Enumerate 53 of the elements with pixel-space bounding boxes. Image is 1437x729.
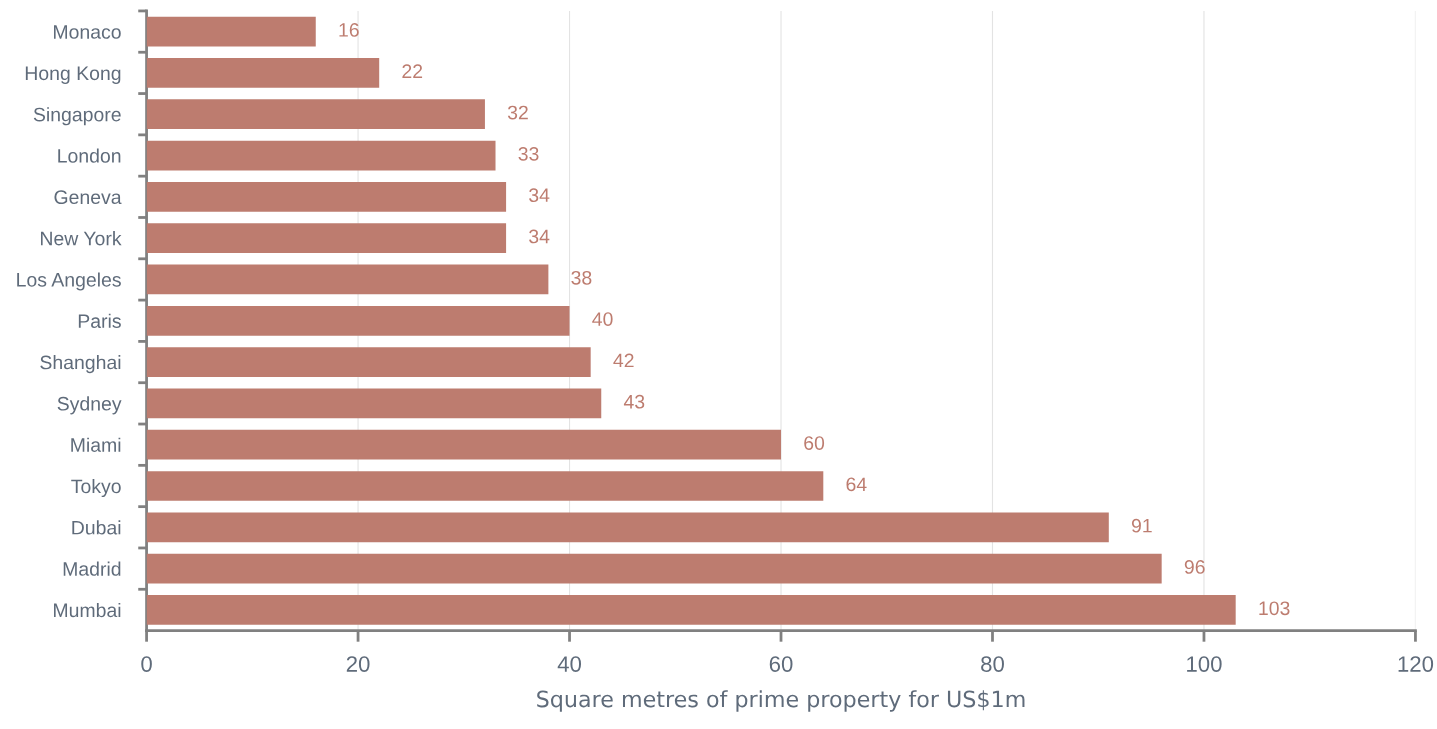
data-label: 60 xyxy=(804,436,825,450)
bar xyxy=(146,595,1236,625)
bar xyxy=(146,99,485,130)
bar xyxy=(146,181,507,212)
x-tick-label: 80 xyxy=(981,656,1004,672)
x-tick-label: 60 xyxy=(769,656,793,672)
y-tick-label: Paris xyxy=(78,313,121,328)
bar xyxy=(146,305,570,336)
bar xyxy=(146,223,507,254)
data-label: 38 xyxy=(571,270,592,285)
bar xyxy=(146,471,824,501)
data-label: 96 xyxy=(1184,560,1205,574)
data-label: 42 xyxy=(613,353,634,368)
bar xyxy=(146,347,591,377)
data-label: 103 xyxy=(1259,601,1290,616)
x-axis-title: Square metres of prime property for US$1m xyxy=(537,690,1025,712)
x-tick-label: 40 xyxy=(557,656,582,672)
y-tick-label: Sydney xyxy=(57,396,122,415)
y-tick-label: Mumbai xyxy=(54,602,121,618)
bar xyxy=(146,553,1162,584)
y-tick-label: Dubai xyxy=(72,520,121,535)
y-tick-label: Miami xyxy=(71,437,121,452)
bar xyxy=(146,140,496,171)
x-tick-label: 100 xyxy=(1187,656,1222,672)
bar xyxy=(146,388,602,419)
data-label: 64 xyxy=(846,477,867,492)
y-tick-label: London xyxy=(58,148,121,163)
data-label: 91 xyxy=(1131,518,1152,533)
bar xyxy=(146,429,782,460)
data-label: 43 xyxy=(623,394,645,409)
y-tick-label: Tokyo xyxy=(71,478,121,498)
bar xyxy=(146,512,1109,543)
bar xyxy=(146,264,549,295)
y-tick-label: Singapore xyxy=(33,107,121,126)
data-label: 34 xyxy=(529,229,550,244)
data-label: 32 xyxy=(507,105,528,120)
data-label: 22 xyxy=(402,64,423,78)
x-tick-label: 20 xyxy=(346,656,370,672)
y-tick-label: Shanghai xyxy=(40,355,121,374)
bar xyxy=(146,16,316,47)
y-tick-label: Madrid xyxy=(63,561,121,576)
y-tick-label: Monaco xyxy=(54,25,121,39)
bar xyxy=(146,58,380,88)
data-label: 40 xyxy=(592,312,613,326)
y-tick-label: Hong Kong xyxy=(25,66,121,84)
data-label: 34 xyxy=(529,188,550,203)
x-tick-label: 120 xyxy=(1398,656,1434,672)
y-tick-label: New York xyxy=(41,231,122,246)
x-tick-label: 0 xyxy=(141,656,152,672)
data-label: 33 xyxy=(518,146,539,161)
y-tick-label: Los Angeles xyxy=(17,272,121,291)
data-label: 16 xyxy=(339,23,359,37)
y-tick-label: Geneva xyxy=(54,190,122,205)
